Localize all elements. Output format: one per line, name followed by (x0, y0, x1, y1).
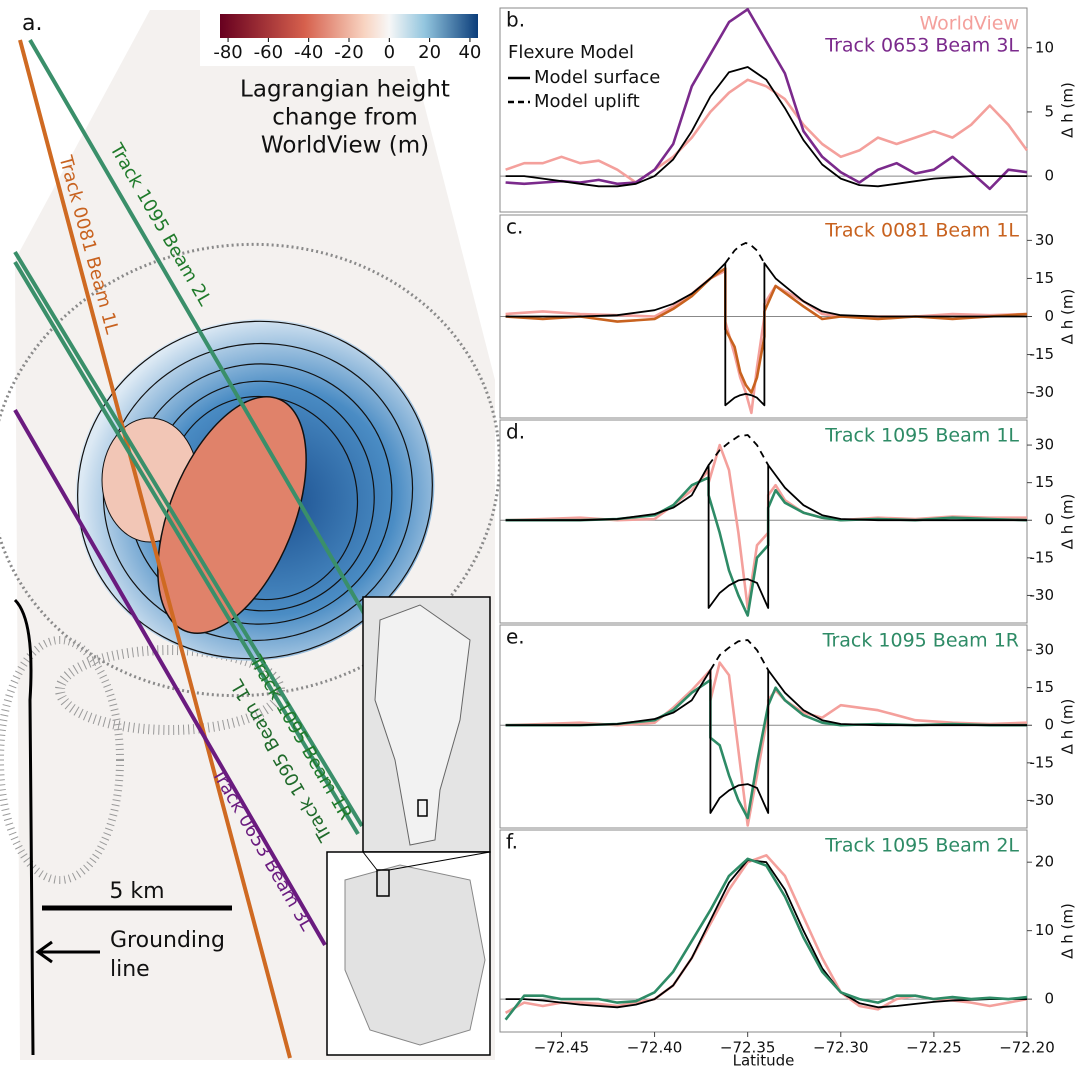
y-tick-label: 15 (1035, 678, 1054, 696)
outer-contour (0, 242, 501, 698)
x-tick-label: −72.30 (813, 1039, 869, 1057)
colorbar-label: WorldView (m) (261, 133, 429, 159)
y-axis-label: Δ h (m) (1059, 699, 1077, 755)
y-axis-label: Δ h (m) (1059, 82, 1077, 138)
panel-label: c. (506, 215, 523, 239)
antarctica (344, 864, 486, 1046)
inset-shelf (374, 604, 471, 846)
y-tick-label: 0 (1044, 307, 1054, 325)
colorbar-label: Lagrangian height (240, 77, 450, 103)
panel-label: b. (506, 8, 525, 32)
legend-label: Track 1095 Beam 1R (822, 630, 1019, 652)
y-tick-label: 10 (1035, 921, 1054, 939)
x-tick-label: −72.20 (999, 1039, 1055, 1057)
y-tick-label: 30 (1035, 641, 1054, 659)
profile-line (505, 859, 1027, 1009)
profile-line (505, 8, 1028, 191)
connector (388, 851, 491, 871)
y-tick-label: -30 (1030, 791, 1055, 809)
y-tick-label: -30 (1030, 383, 1055, 401)
colorbar-tick-label: -60 (254, 42, 283, 63)
y-tick-label: 0 (1044, 167, 1054, 185)
profile-line (505, 661, 1028, 827)
y-tick-label: -15 (1030, 345, 1055, 363)
y-tick-label: 10 (1035, 38, 1054, 56)
panel-label: d. (506, 420, 525, 444)
colorbar-tick-label: -20 (334, 42, 363, 63)
scale-label: 5 km (109, 879, 164, 904)
map-panel: a. Lagrangian height change from WorldVi… (0, 8, 501, 1060)
arrow-head (35, 940, 53, 964)
y-tick-label: 0 (1044, 511, 1054, 529)
speckle (0, 636, 124, 884)
y-axis-label: Δ h (m) (1059, 903, 1077, 959)
x-tick-label: −72.35 (720, 1039, 776, 1057)
panel-label: a. (22, 11, 42, 36)
track-line (13, 250, 364, 828)
colorbar-tick-label: -40 (294, 42, 323, 63)
y-tick-label: 15 (1035, 269, 1054, 287)
y-tick-label: 15 (1035, 473, 1054, 491)
y-tick-label: 30 (1035, 436, 1054, 454)
profile-line (505, 78, 1029, 184)
y-axis-label: Δ h (m) (1059, 494, 1077, 550)
y-tick-label: 0 (1044, 716, 1054, 734)
x-axis-label: Latitude (733, 1052, 795, 1067)
overview-box (376, 869, 390, 897)
legend-label: Model surface (534, 67, 660, 88)
panel-frame (499, 419, 1028, 624)
x-tick-label: −72.25 (906, 1039, 962, 1057)
y-tick-label: 20 (1035, 853, 1054, 871)
track-line (18, 39, 292, 1059)
legend-label: Track 1095 Beam 2L (824, 835, 1019, 857)
colorbar-tick-label: -80 (213, 42, 242, 63)
profile-line (505, 66, 1027, 188)
colorbar-tick-label: 20 (418, 42, 441, 63)
y-tick-label: 0 (1044, 990, 1054, 1008)
profile-line (709, 639, 769, 671)
legend-title: Flexure Model (508, 42, 634, 63)
collapse-area (157, 396, 307, 634)
inset-box (417, 799, 428, 817)
y-tick-label: -30 (1030, 586, 1055, 604)
colorbar (220, 14, 478, 38)
legend-label: Model uplift (534, 91, 640, 112)
y-tick-label: -15 (1030, 548, 1055, 566)
profile-line (504, 857, 1028, 1021)
panel-label: e. (506, 625, 525, 649)
track-line (13, 408, 327, 947)
profile-line (707, 434, 769, 466)
connector (362, 851, 378, 871)
profile-line (505, 262, 1027, 407)
colorbar-tick-label: 0 (384, 42, 395, 63)
y-tick-label: -15 (1030, 753, 1055, 771)
colorbar-label: change from (272, 105, 417, 131)
legend-label: WorldView (919, 13, 1019, 35)
x-tick-label: −72.45 (534, 1039, 590, 1057)
x-tick-label: −72.40 (627, 1039, 683, 1057)
profile-line (505, 678, 1027, 820)
grounding-label: line (110, 957, 150, 982)
profile-line (724, 242, 766, 264)
grounding-line (13, 598, 35, 1056)
legend-label: Track 1095 Beam 1L (824, 425, 1019, 447)
grounding-label: Grounding (110, 928, 225, 953)
colorbar-tick-label: 40 (458, 42, 481, 63)
track-line (13, 260, 360, 836)
legend-label: Track 0653 Beam 3L (824, 35, 1019, 57)
profile-line (505, 464, 1027, 609)
profile-line (505, 669, 1027, 814)
legend-label: Track 0081 Beam 1L (824, 220, 1019, 242)
y-axis-label: Δ h (m) (1059, 289, 1077, 345)
y-tick-label: 5 (1044, 102, 1054, 120)
track-line (28, 38, 367, 617)
profile-line (505, 267, 1028, 394)
panel-label: f. (506, 830, 518, 854)
y-tick-label: 30 (1035, 231, 1054, 249)
